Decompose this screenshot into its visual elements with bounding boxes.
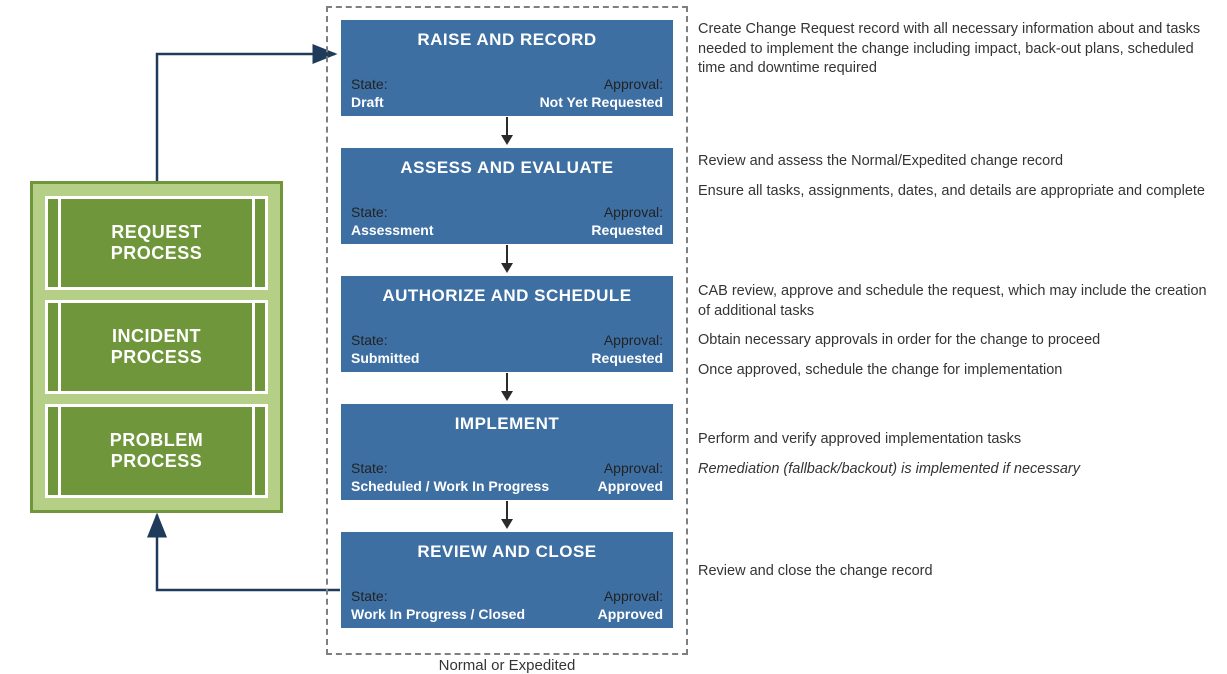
arrow-down-icon (506, 373, 508, 399)
description-line: Review and assess the Normal/Expedited c… (698, 152, 1218, 172)
description-line: Review and close the change record (698, 562, 1218, 582)
process-incident: INCIDENT PROCESS (45, 300, 268, 394)
description-line: CAB review, approve and schedule the req… (698, 282, 1218, 321)
flow-caption: Normal or Expedited (326, 657, 688, 674)
stage-title: AUTHORIZE AND SCHEDULE (351, 286, 663, 306)
description-line: Obtain necessary approvals in order for … (698, 331, 1218, 351)
approval-label: Approval: (604, 204, 663, 220)
stage-title: IMPLEMENT (351, 414, 663, 434)
approval-label: Approval: (604, 76, 663, 92)
change-flow-container: RAISE AND RECORD State: Approval: Draft … (326, 6, 688, 655)
process-incident-label: INCIDENT PROCESS (66, 326, 247, 368)
state-label: State: (351, 588, 388, 604)
state-label: State: (351, 204, 388, 220)
state-value: Assessment (351, 222, 434, 238)
stage-review-and-close: REVIEW AND CLOSE State: Approval: Work I… (341, 532, 673, 628)
stage-title: ASSESS AND EVALUATE (351, 158, 663, 178)
stage-assess-and-evaluate: ASSESS AND EVALUATE State: Approval: Ass… (341, 148, 673, 244)
description-line: Remediation (fallback/backout) is implem… (698, 460, 1218, 480)
approval-value: Requested (591, 350, 663, 366)
description-line: Create Change Request record with all ne… (698, 20, 1218, 79)
process-request: REQUEST PROCESS (45, 196, 268, 290)
approval-label: Approval: (604, 460, 663, 476)
stage-title: REVIEW AND CLOSE (351, 542, 663, 562)
change-process-diagram: REQUEST PROCESS INCIDENT PROCESS PROBLEM… (0, 0, 1227, 674)
approval-value: Requested (591, 222, 663, 238)
stage-authorize-and-schedule: AUTHORIZE AND SCHEDULE State: Approval: … (341, 276, 673, 372)
state-label: State: (351, 76, 388, 92)
stage-raise-and-record: RAISE AND RECORD State: Approval: Draft … (341, 20, 673, 116)
stage-implement: IMPLEMENT State: Approval: Scheduled / W… (341, 404, 673, 500)
approval-label: Approval: (604, 588, 663, 604)
stage-description: Review and assess the Normal/Expedited c… (698, 152, 1218, 211)
state-value: Draft (351, 94, 384, 110)
arrow-down-icon (506, 245, 508, 271)
state-label: State: (351, 332, 388, 348)
approval-value: Approved (598, 606, 663, 622)
description-line: Ensure all tasks, assignments, dates, an… (698, 182, 1218, 202)
stage-title: RAISE AND RECORD (351, 30, 663, 50)
stage-description: CAB review, approve and schedule the req… (698, 282, 1218, 390)
stage-description: Review and close the change record (698, 562, 1218, 592)
state-value: Submitted (351, 350, 419, 366)
process-problem-label: PROBLEM PROCESS (66, 430, 247, 472)
stage-description: Perform and verify approved implementati… (698, 430, 1218, 489)
description-line: Once approved, schedule the change for i… (698, 361, 1218, 381)
arrow-down-icon (506, 501, 508, 527)
arrow-down-icon (506, 117, 508, 143)
state-value: Scheduled / Work In Progress (351, 478, 549, 494)
process-problem: PROBLEM PROCESS (45, 404, 268, 498)
stage-description: Create Change Request record with all ne… (698, 20, 1218, 89)
approval-value: Approved (598, 478, 663, 494)
process-request-label: REQUEST PROCESS (66, 222, 247, 264)
approval-value: Not Yet Requested (540, 94, 663, 110)
approval-label: Approval: (604, 332, 663, 348)
description-line: Perform and verify approved implementati… (698, 430, 1218, 450)
state-label: State: (351, 460, 388, 476)
source-processes-container: REQUEST PROCESS INCIDENT PROCESS PROBLEM… (30, 181, 283, 513)
state-value: Work In Progress / Closed (351, 606, 525, 622)
